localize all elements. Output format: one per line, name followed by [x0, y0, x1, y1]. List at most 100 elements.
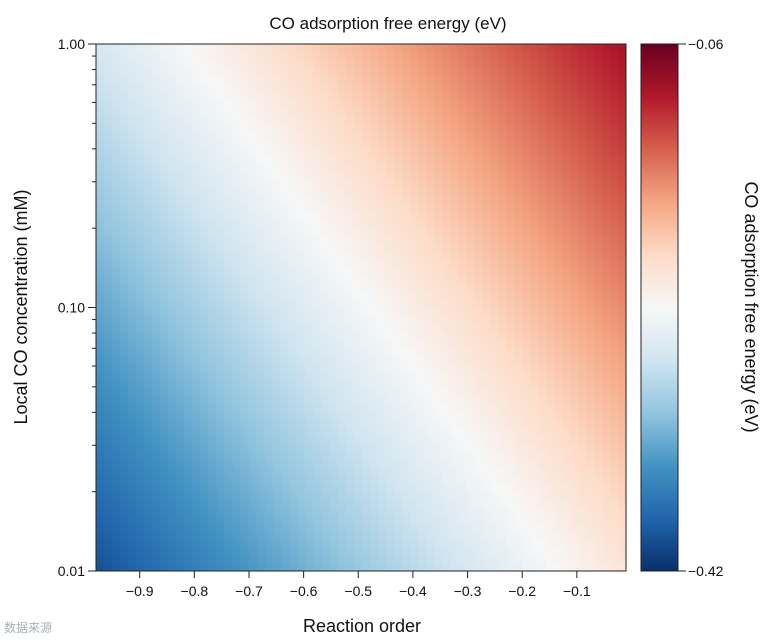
heatmap-cell — [232, 75, 242, 85]
heatmap-cell — [232, 507, 242, 516]
x-tick-label: −0.7 — [235, 583, 263, 599]
heatmap-cell — [481, 44, 491, 53]
heatmap-cell — [537, 307, 547, 317]
heatmap-cell — [304, 371, 314, 380]
heatmap-cell — [433, 139, 442, 149]
heatmap-cell — [561, 363, 571, 372]
heatmap-cell — [304, 379, 314, 388]
heatmap-cell — [200, 251, 210, 261]
heatmap-cell — [577, 83, 587, 93]
heatmap-cell — [264, 411, 274, 420]
heatmap-cell — [457, 339, 466, 349]
heatmap-cell — [585, 283, 595, 293]
heatmap-cell — [529, 331, 539, 341]
heatmap-cell — [369, 99, 378, 109]
heatmap-cell — [128, 155, 137, 165]
heatmap-cell — [264, 195, 274, 205]
heatmap-cell — [280, 323, 290, 333]
heatmap-cell — [385, 219, 394, 229]
heatmap-cell — [569, 83, 579, 93]
heatmap-cell — [433, 411, 442, 420]
heatmap-cell — [537, 275, 547, 285]
heatmap-cell — [385, 451, 394, 460]
heatmap-cell — [521, 427, 531, 436]
heatmap-cell — [104, 267, 113, 277]
heatmap-cell — [240, 459, 250, 468]
heatmap-cell — [505, 395, 515, 404]
heatmap-cell — [144, 267, 153, 277]
heatmap-cell — [457, 227, 466, 237]
heatmap-cell — [168, 123, 177, 133]
heatmap-cell — [593, 475, 603, 484]
heatmap-cell — [473, 99, 483, 109]
heatmap-cell — [593, 339, 603, 349]
heatmap-cell — [136, 131, 145, 141]
heatmap-cell — [473, 195, 483, 205]
heatmap-cell — [609, 395, 619, 404]
heatmap-cell — [521, 531, 531, 540]
heatmap-cell — [328, 155, 338, 165]
heatmap-cell — [216, 179, 226, 189]
heatmap-cell — [377, 267, 386, 277]
heatmap-cell — [312, 539, 322, 548]
heatmap-cell — [304, 75, 314, 85]
heatmap-cell — [120, 243, 129, 253]
heatmap-cell — [569, 163, 579, 173]
heatmap-cell — [553, 131, 563, 141]
heatmap-cell — [216, 115, 226, 125]
heatmap-cell — [617, 107, 626, 117]
heatmap-cell — [369, 267, 378, 277]
heatmap-cell — [280, 291, 290, 301]
heatmap-cell — [216, 139, 226, 149]
heatmap-cell — [577, 139, 587, 149]
heatmap-cell — [577, 483, 587, 492]
heatmap-cell — [272, 323, 282, 333]
heatmap-cell — [136, 75, 145, 85]
heatmap-cell — [521, 83, 531, 93]
heatmap-cell — [425, 371, 434, 380]
heatmap-cell — [409, 531, 418, 540]
heatmap-cell — [473, 443, 483, 452]
heatmap-cell — [344, 403, 354, 412]
heatmap-cell — [425, 539, 434, 548]
heatmap-cell — [160, 443, 169, 452]
heatmap-cell — [296, 347, 306, 356]
heatmap-cell — [401, 475, 410, 484]
heatmap-cell — [593, 195, 603, 205]
heatmap-cell — [112, 211, 121, 221]
heatmap-cell — [320, 435, 330, 444]
heatmap-cell — [585, 403, 595, 412]
heatmap-cell — [336, 44, 346, 53]
heatmap-cell — [104, 547, 113, 556]
heatmap-cell — [489, 307, 499, 317]
heatmap-cell — [425, 515, 434, 524]
heatmap-cell — [481, 491, 491, 500]
heatmap-cell — [505, 379, 515, 388]
heatmap-cell — [401, 219, 410, 229]
heatmap-cell — [280, 155, 290, 165]
heatmap-cell — [449, 163, 458, 173]
heatmap-cell — [401, 267, 410, 277]
heatmap-cell — [449, 155, 458, 165]
heatmap-cell — [224, 219, 234, 229]
heatmap-cell — [473, 203, 483, 213]
heatmap-cell — [385, 275, 394, 285]
heatmap-cell — [577, 347, 587, 356]
heatmap-cell — [216, 99, 226, 109]
heatmap-cell — [120, 99, 129, 109]
heatmap-cell — [537, 419, 547, 428]
heatmap-cell — [585, 491, 595, 500]
heatmap-cell — [497, 187, 507, 197]
heatmap-cell — [320, 99, 330, 109]
heatmap-cell — [344, 155, 354, 165]
heatmap-cell — [280, 187, 290, 197]
heatmap-cell — [112, 411, 121, 420]
heatmap-cell — [553, 227, 563, 237]
heatmap-cell — [593, 483, 603, 492]
heatmap-cell — [224, 235, 234, 245]
heatmap-cell — [272, 203, 282, 213]
heatmap-cell — [160, 323, 169, 333]
heatmap-cell — [344, 259, 354, 269]
heatmap-cell — [280, 563, 290, 571]
heatmap-cell — [344, 315, 354, 325]
